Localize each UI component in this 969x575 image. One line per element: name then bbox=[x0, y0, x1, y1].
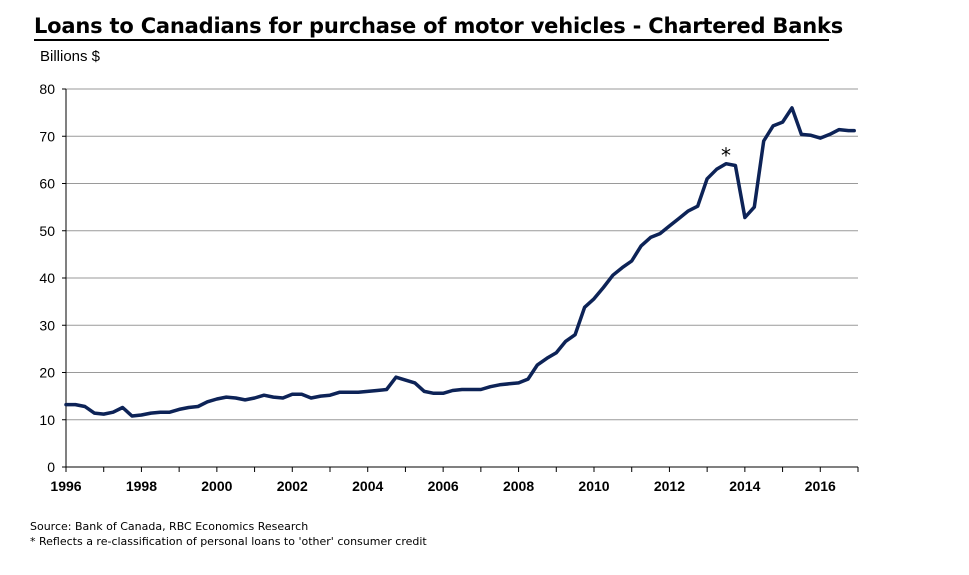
y-tick-label: 10 bbox=[39, 412, 55, 428]
y-tick-labels: 0 10 20 30 40 50 60 70 80 bbox=[39, 81, 55, 475]
y-axis-label: Billions $ bbox=[40, 48, 101, 65]
x-tick-label: 2012 bbox=[654, 478, 685, 494]
footnote: * Reflects a re-classification of person… bbox=[30, 535, 427, 548]
source-note: Source: Bank of Canada, RBC Economics Re… bbox=[30, 520, 309, 533]
series-layer bbox=[64, 106, 856, 418]
annotation-layer: * bbox=[721, 143, 731, 167]
x-tick-label: 1996 bbox=[50, 478, 81, 494]
title-underline bbox=[34, 39, 829, 41]
x-tick-label: 2016 bbox=[805, 478, 836, 494]
x-tick-label: 2000 bbox=[201, 478, 232, 494]
y-tick-label: 40 bbox=[39, 270, 55, 286]
x-tick-labels: 1996 1998 2000 2002 2004 2006 2008 2010 2012 2014… bbox=[50, 478, 836, 494]
y-tick-label: 60 bbox=[39, 176, 55, 192]
axes bbox=[62, 88, 859, 472]
asterisk-annotation: * bbox=[721, 143, 731, 167]
x-tick-label: 2004 bbox=[352, 478, 383, 494]
y-tick-label: 0 bbox=[47, 459, 55, 475]
gridlines bbox=[66, 88, 858, 421]
x-tick-label: 2014 bbox=[729, 478, 760, 494]
x-tick-label: 2002 bbox=[277, 478, 308, 494]
series-line-0 bbox=[64, 106, 856, 418]
y-tick-label: 30 bbox=[39, 317, 55, 333]
y-tick-label: 50 bbox=[39, 223, 55, 239]
y-tick-label: 70 bbox=[39, 128, 55, 144]
x-tick-label: 2006 bbox=[428, 478, 459, 494]
x-tick-label: 1998 bbox=[126, 478, 157, 494]
x-tick-label: 2010 bbox=[578, 478, 609, 494]
y-tick-label: 80 bbox=[39, 81, 55, 97]
y-tick-label: 20 bbox=[39, 365, 55, 381]
chart-title: Loans to Canadians for purchase of motor… bbox=[34, 14, 844, 38]
x-tick-label: 2008 bbox=[503, 478, 534, 494]
